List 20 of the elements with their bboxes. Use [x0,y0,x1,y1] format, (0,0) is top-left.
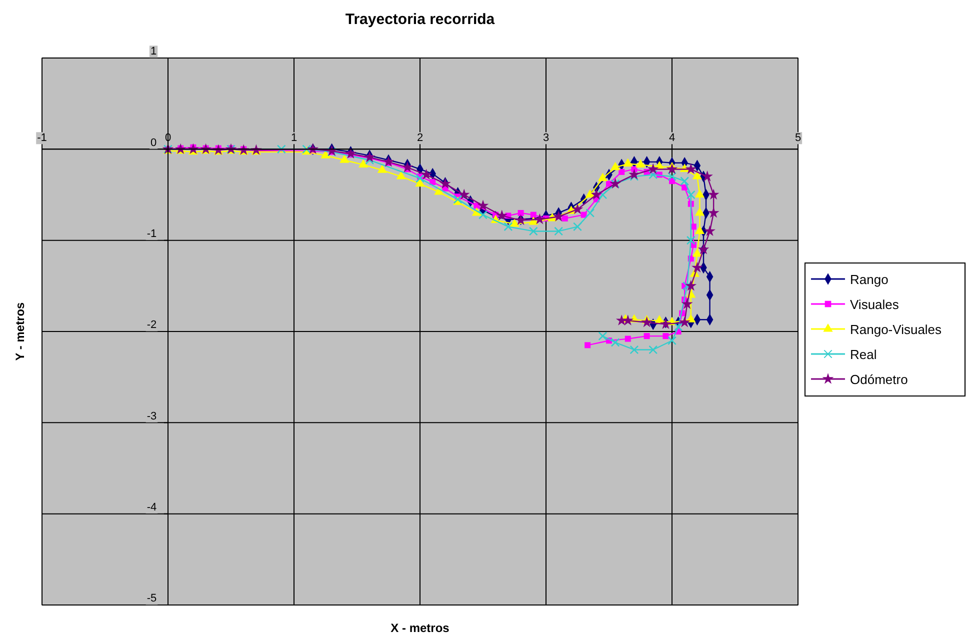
x-tick-label: 4 [668,132,676,144]
x-tick-label: 5 [794,132,802,144]
legend-label: Odómetro [850,372,908,387]
y-tick-label: -5 [146,592,157,605]
legend-label: Rango-Visuales [850,322,942,337]
x-tick-label: 1 [290,132,298,144]
legend-label: Rango [850,272,888,287]
y-tick-label: -1 [146,228,157,240]
x-tick-label: -1 [37,132,47,144]
chart-title: Trayectoria recorrida [345,11,496,28]
y-tick-label: -4 [146,502,157,514]
legend-label: Real [850,347,877,362]
legend-label: Visuales [850,297,900,312]
x-axis-title: X - metros [390,621,450,635]
y-tick-label: -2 [146,319,157,332]
y-tick-label: 1 [150,46,157,58]
y-tick-label: -3 [146,410,157,422]
x-tick-label: 2 [416,132,424,144]
y-axis-title: Y - metros [13,302,27,361]
x-tick-label: 3 [542,132,550,144]
